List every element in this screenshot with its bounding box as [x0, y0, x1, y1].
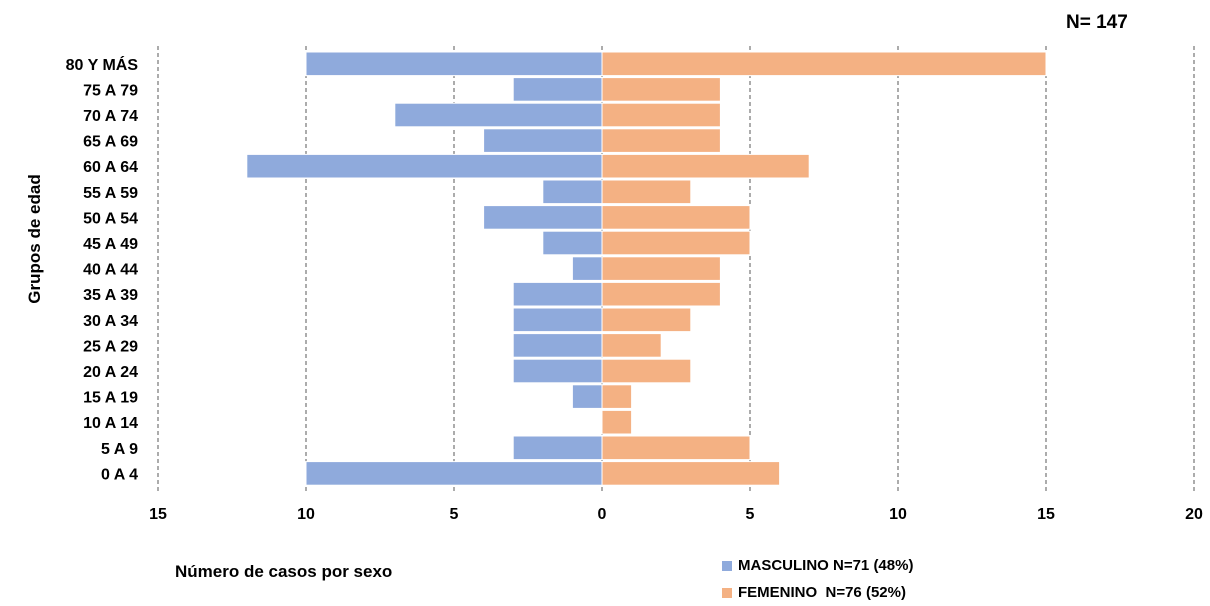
y-tick-label: 35 A 39 [83, 287, 138, 304]
y-tick-label: 20 A 24 [83, 364, 138, 381]
bar-femenino [601, 333, 662, 358]
bar-femenino [601, 128, 721, 153]
y-tick-label: 0 A 4 [101, 466, 138, 483]
x-tick-label: 15 [149, 506, 167, 523]
bar-femenino [601, 435, 751, 461]
bar-femenino [601, 102, 721, 128]
y-tick-label: 75 A 79 [83, 82, 138, 99]
bar-femenino [601, 179, 692, 205]
bar-femenino [601, 77, 721, 102]
bar-femenino [601, 307, 692, 333]
bar-masculino [483, 128, 603, 153]
bar-femenino [601, 51, 1047, 77]
bar-masculino [512, 281, 603, 307]
y-tick-label: 15 A 19 [83, 390, 138, 407]
y-tick-label: 50 A 54 [83, 210, 138, 227]
bar-masculino [305, 51, 603, 77]
bar-femenino [601, 384, 633, 409]
legend-swatch-femenino [722, 587, 732, 598]
bar-masculino [542, 230, 603, 256]
x-tick-label: 15 [1037, 506, 1055, 523]
bar-masculino [512, 77, 603, 102]
bar-masculino [571, 384, 603, 409]
bar-masculino [571, 256, 603, 281]
legend-item-masculino: MASCULINO N=71 (48%) [722, 552, 913, 579]
bar-femenino [601, 281, 721, 307]
bar-femenino [601, 153, 810, 179]
y-tick-label: 5 A 9 [101, 441, 138, 458]
legend: MASCULINO N=71 (48%) FEMENINO N=76 (52%) [722, 552, 913, 606]
x-tick-label: 20 [1185, 506, 1203, 523]
bar-masculino [394, 102, 603, 128]
x-tick-labels: 15 10 5 0 5 10 15 20 [149, 506, 1203, 523]
total-n-annotation: N= 147 [1066, 12, 1128, 33]
bar-masculino [512, 435, 603, 461]
bar-femenino [601, 461, 781, 486]
bars [246, 51, 1047, 486]
legend-label-masculino: MASCULINO N=71 (48%) [738, 557, 914, 574]
y-tick-label: 60 A 64 [83, 159, 138, 176]
legend-swatch-masculino [722, 560, 732, 571]
bar-masculino [246, 153, 603, 179]
y-tick-label: 55 A 59 [83, 185, 138, 202]
x-tick-label: 10 [297, 506, 315, 523]
bar-masculino [512, 358, 603, 384]
y-tick-label: 40 A 44 [83, 262, 138, 279]
x-tick-label: 0 [598, 506, 607, 523]
bar-masculino [305, 461, 603, 486]
legend-label-femenino: FEMENINO N=76 (52%) [738, 584, 906, 601]
bar-femenino [601, 256, 721, 281]
x-tick-label: 5 [746, 506, 755, 523]
bar-femenino [601, 409, 633, 435]
bar-masculino [512, 333, 603, 358]
y-axis-label: Grupos de edad [25, 174, 44, 303]
y-tick-label: 25 A 29 [83, 338, 138, 355]
bar-femenino [601, 230, 751, 256]
y-tick-label: 70 A 74 [83, 108, 138, 125]
y-tick-label: 30 A 34 [83, 313, 138, 330]
legend-item-femenino: FEMENINO N=76 (52%) [722, 579, 913, 606]
bar-masculino [542, 179, 603, 205]
y-tick-label: 80 Y MÁS [66, 55, 139, 74]
bar-masculino [512, 307, 603, 333]
y-tick-label: 45 A 49 [83, 236, 138, 253]
bar-femenino [601, 205, 751, 230]
bar-femenino [601, 358, 692, 384]
y-tick-labels: 80 Y MÁS 75 A 79 70 A 74 65 A 69 60 A 64 55 A… [66, 55, 139, 484]
y-tick-label: 10 A 14 [83, 415, 138, 432]
y-tick-label: 65 A 69 [83, 134, 138, 151]
x-tick-label: 10 [889, 506, 907, 523]
x-tick-label: 5 [450, 506, 459, 523]
x-axis-label: Número de casos por sexo [175, 562, 393, 581]
bar-masculino [483, 205, 603, 230]
